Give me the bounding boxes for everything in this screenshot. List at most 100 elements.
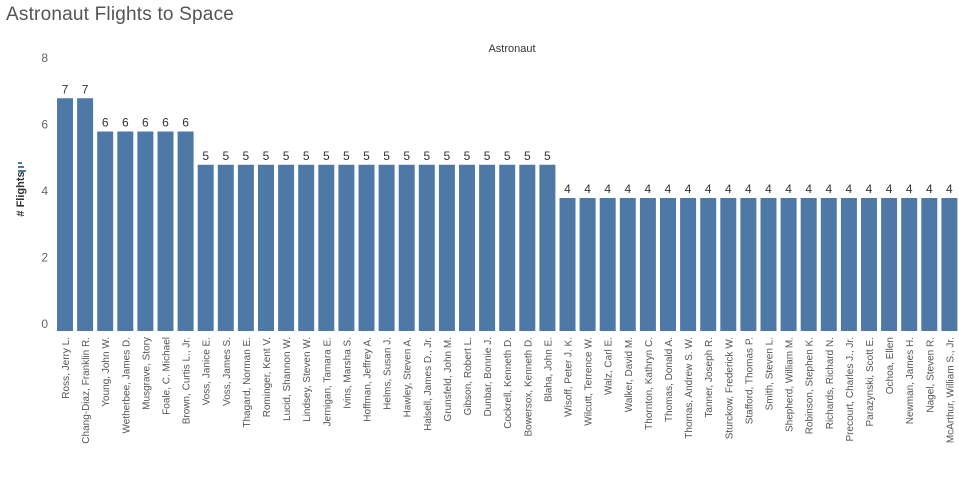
bar[interactable] (459, 164, 475, 331)
category-label: Thagard, Norman E. (242, 337, 253, 428)
bar-value-label: 6 (122, 116, 129, 130)
bar[interactable] (418, 164, 435, 331)
bar[interactable] (660, 198, 676, 331)
category-label: Lindsey, Steven W. (302, 337, 313, 422)
category-label: Chang-Diaz, Franklin R. (81, 337, 92, 444)
bar-value-label: 4 (926, 182, 933, 196)
bar[interactable] (820, 198, 837, 331)
category-label: Stafford, Thomas P. (744, 337, 755, 424)
category-label: Richards, Richard N. (825, 337, 836, 429)
bar-value-label: 5 (323, 149, 330, 163)
bar[interactable] (318, 164, 335, 331)
category-label: Helms, Susan J. (383, 337, 394, 410)
category-label: Thomas, Donald A. (664, 337, 675, 422)
bar[interactable] (499, 164, 516, 331)
bar[interactable] (338, 164, 355, 331)
bar-value-label: 5 (343, 149, 350, 163)
bar-value-label: 4 (846, 182, 853, 196)
category-label: Ross, Jerry L. (61, 337, 72, 399)
bar[interactable] (700, 198, 717, 331)
bar-value-label: 5 (444, 149, 451, 163)
bar-value-label: 7 (82, 82, 89, 96)
y-tick-label: 6 (41, 118, 48, 132)
category-label: Wilcutt, Terrence W. (584, 337, 595, 426)
category-label: Tanner, Joseph R. (704, 337, 715, 418)
bar[interactable] (559, 198, 576, 331)
bar-value-label: 5 (403, 149, 410, 163)
bar-value-label: 5 (222, 149, 229, 163)
bar[interactable] (137, 131, 154, 332)
bar[interactable] (77, 98, 94, 331)
category-label: Thornton, Kathryn C. (644, 337, 655, 430)
y-tick-label: 8 (41, 51, 48, 65)
bar[interactable] (619, 198, 636, 331)
category-label: Thomas, Andrew S. W. (684, 337, 695, 439)
bar[interactable] (177, 131, 194, 332)
category-label: Nagel, Steven R. (925, 337, 936, 413)
bar[interactable] (358, 164, 375, 331)
bar[interactable] (680, 198, 697, 331)
bar[interactable] (881, 198, 898, 331)
bar[interactable] (378, 164, 395, 331)
bar[interactable] (639, 198, 656, 331)
bar[interactable] (800, 198, 817, 331)
bar[interactable] (901, 198, 918, 331)
bar[interactable] (278, 164, 295, 331)
bar[interactable] (720, 198, 737, 331)
y-tick-label: 0 (41, 317, 48, 331)
bar[interactable] (258, 164, 274, 331)
bar-value-label: 4 (745, 182, 752, 196)
category-label: Walz, Carl E. (604, 337, 615, 395)
bar-value-label: 4 (906, 182, 913, 196)
bar[interactable] (780, 198, 797, 331)
bar[interactable] (579, 198, 596, 331)
y-tick-label: 2 (41, 251, 48, 265)
category-label: Foale, C. Michael (162, 337, 173, 415)
y-axis-label: # Flights (15, 171, 27, 216)
bar-value-label: 6 (142, 116, 149, 130)
column-header: Astronaut (488, 43, 535, 55)
bar[interactable] (157, 131, 174, 332)
bar-value-label: 4 (624, 182, 631, 196)
category-label: Halsell, James D., Jr. (423, 337, 434, 431)
category-label: Wetherbee, James D. (121, 337, 132, 434)
bar[interactable] (861, 198, 877, 331)
bar[interactable] (438, 164, 455, 331)
bar[interactable] (760, 198, 777, 331)
bar[interactable] (57, 98, 73, 331)
bar-value-label: 4 (645, 182, 652, 196)
bar[interactable] (599, 198, 616, 331)
bar[interactable] (840, 198, 857, 331)
category-label: Grunsfeld, John M. (443, 337, 454, 421)
bar-value-label: 5 (263, 149, 270, 163)
category-label: Smith, Steven L. (765, 337, 776, 410)
bar-value-label: 5 (363, 149, 370, 163)
bar[interactable] (941, 198, 958, 331)
bar[interactable] (298, 164, 315, 331)
bar[interactable] (921, 198, 938, 331)
bar-value-label: 4 (584, 182, 591, 196)
y-axis-filter-icon[interactable] (18, 162, 26, 172)
category-label: Ochoa, Ellen (885, 337, 896, 394)
bar-value-label: 5 (303, 149, 310, 163)
bar[interactable] (539, 164, 556, 331)
category-label: Lucid, Shannon W. (282, 337, 293, 421)
bar[interactable] (479, 164, 496, 331)
bar-value-label: 4 (765, 182, 772, 196)
bar[interactable] (519, 164, 536, 331)
bar[interactable] (398, 164, 415, 331)
category-label: Cockrell, Kenneth D. (503, 337, 514, 429)
category-label: Hoffman, Jeffrey A. (363, 337, 374, 422)
bar[interactable] (197, 164, 214, 331)
bar-value-label: 4 (564, 182, 571, 196)
bar[interactable] (217, 164, 234, 331)
bar[interactable] (740, 198, 757, 331)
bar[interactable] (237, 164, 254, 331)
category-label: Rominger, Kent V. (262, 337, 273, 417)
bar-value-label: 4 (665, 182, 672, 196)
bar-value-label: 4 (705, 182, 712, 196)
bar[interactable] (117, 131, 134, 332)
bar[interactable] (97, 131, 114, 332)
category-label: Hawley, Steven A. (403, 337, 414, 417)
